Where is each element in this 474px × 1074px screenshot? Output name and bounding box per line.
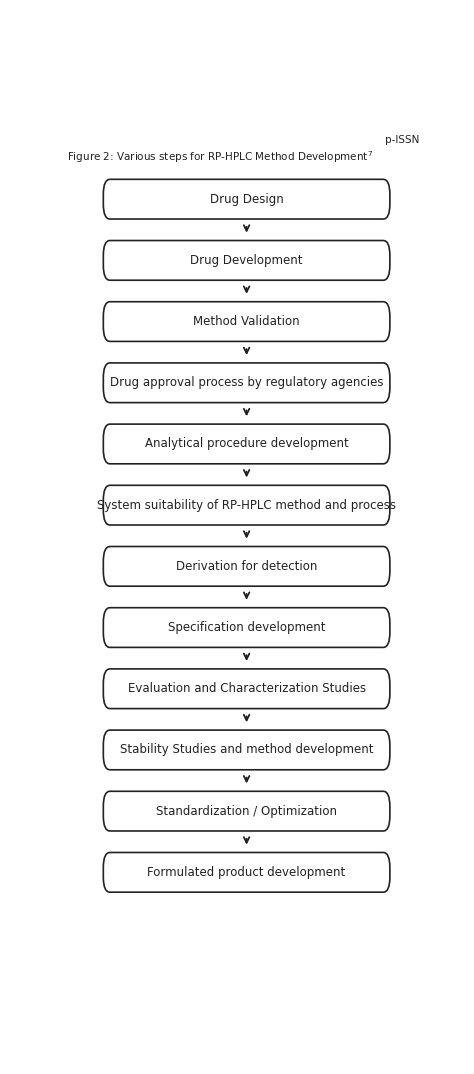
FancyBboxPatch shape [103, 792, 390, 831]
FancyBboxPatch shape [103, 547, 390, 586]
FancyBboxPatch shape [103, 424, 390, 464]
FancyBboxPatch shape [103, 363, 390, 403]
Text: Evaluation and Characterization Studies: Evaluation and Characterization Studies [128, 682, 365, 695]
FancyBboxPatch shape [103, 730, 390, 770]
Text: Analytical procedure development: Analytical procedure development [145, 437, 348, 450]
FancyBboxPatch shape [103, 485, 390, 525]
Text: Formulated product development: Formulated product development [147, 866, 346, 879]
Text: Derivation for detection: Derivation for detection [176, 560, 317, 572]
Text: Stability Studies and method development: Stability Studies and method development [120, 743, 374, 756]
FancyBboxPatch shape [103, 179, 390, 219]
FancyBboxPatch shape [103, 853, 390, 892]
Text: System suitability of RP-HPLC method and process: System suitability of RP-HPLC method and… [97, 498, 396, 511]
Text: Figure 2: Various steps for RP-HPLC Method Development$^{7}$: Figure 2: Various steps for RP-HPLC Meth… [66, 148, 373, 164]
Text: Specification development: Specification development [168, 621, 325, 634]
FancyBboxPatch shape [103, 302, 390, 342]
Text: Standardization / Optimization: Standardization / Optimization [156, 804, 337, 817]
FancyBboxPatch shape [103, 241, 390, 280]
Text: Drug approval process by regulatory agencies: Drug approval process by regulatory agen… [110, 376, 383, 389]
Text: p-ISSN: p-ISSN [385, 134, 419, 145]
FancyBboxPatch shape [103, 608, 390, 648]
Text: Drug Development: Drug Development [191, 253, 303, 266]
FancyBboxPatch shape [103, 669, 390, 709]
Text: Method Validation: Method Validation [193, 315, 300, 328]
Text: Drug Design: Drug Design [210, 192, 283, 206]
